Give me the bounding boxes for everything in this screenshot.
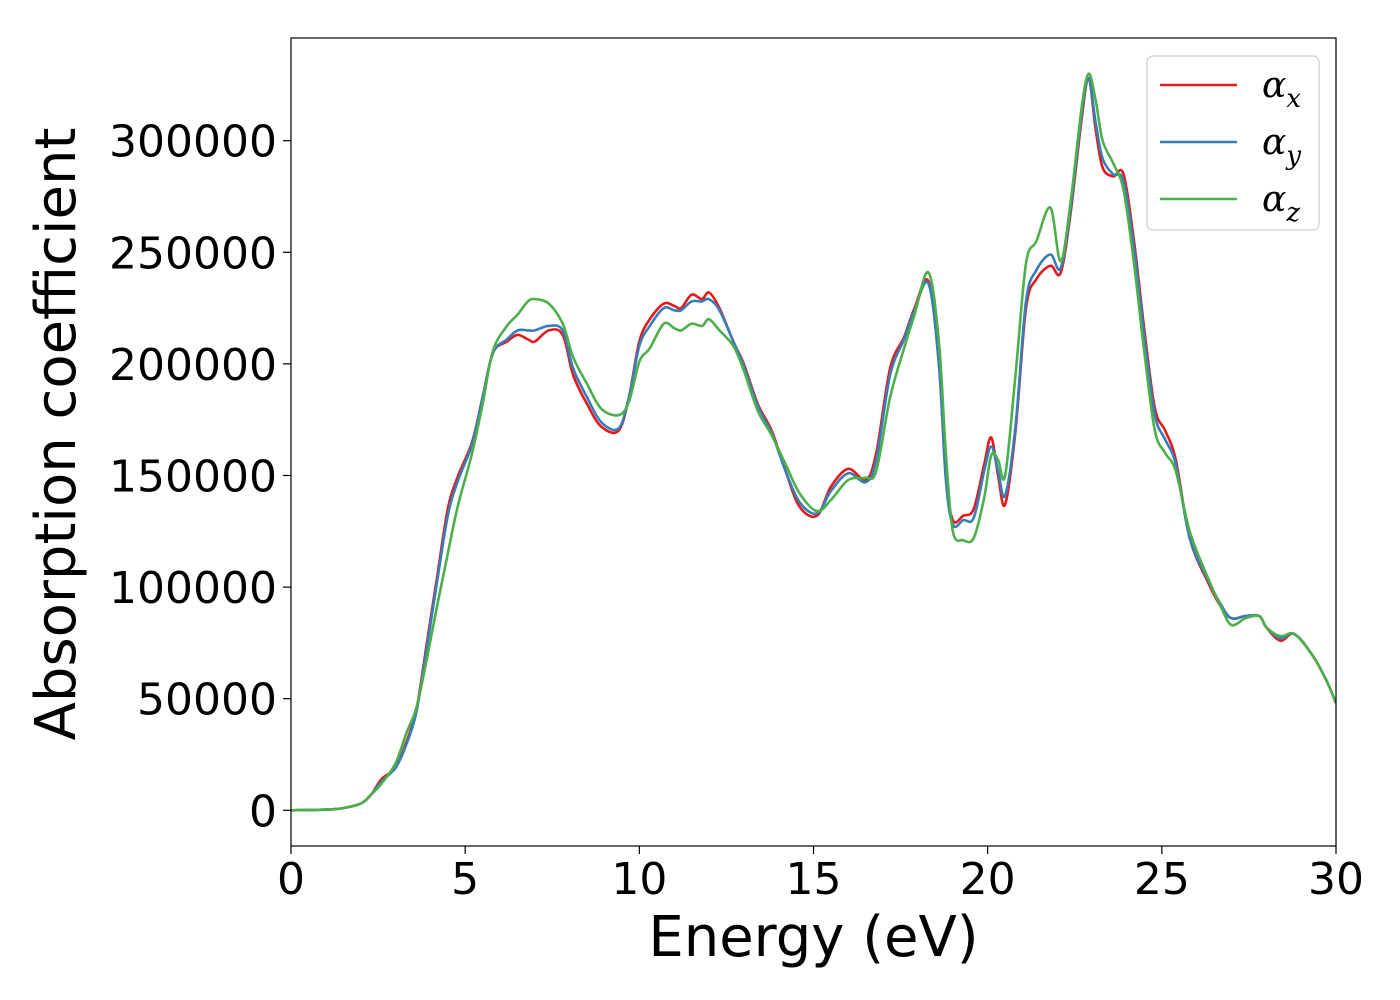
y-axis-title: Absorption coefficient [24,128,89,741]
x-axis: 0 5 10 15 20 25 30 [277,846,1364,905]
x-tick-label: 15 [786,854,842,905]
y-tick-label: 200000 [109,340,277,391]
x-tick-label: 10 [611,854,667,905]
y-tick-label: 50000 [137,675,277,726]
y-tick-label: 100000 [109,563,277,614]
x-tick-label: 5 [451,854,479,905]
x-tick-label: 30 [1308,854,1364,905]
y-tick-label: 0 [249,786,277,837]
x-tick-label: 25 [1134,854,1190,905]
y-tick-label: 250000 [109,228,277,279]
x-axis-title: Energy (eV) [648,905,978,970]
series-layer [291,72,1336,812]
legend: αx αy αz [1146,55,1320,231]
x-tick-label: 0 [277,854,305,905]
series-line-alpha-z [291,72,1336,812]
legend-label: αx [1262,65,1301,114]
legend-label: αy [1262,122,1301,171]
legend-label: αz [1262,179,1300,228]
y-tick-label: 150000 [109,451,277,502]
y-tick-label: 300000 [109,117,277,168]
y-axis: 0 50000 100000 150000 200000 250000 300000 [109,117,291,837]
x-tick-label: 20 [960,854,1016,905]
